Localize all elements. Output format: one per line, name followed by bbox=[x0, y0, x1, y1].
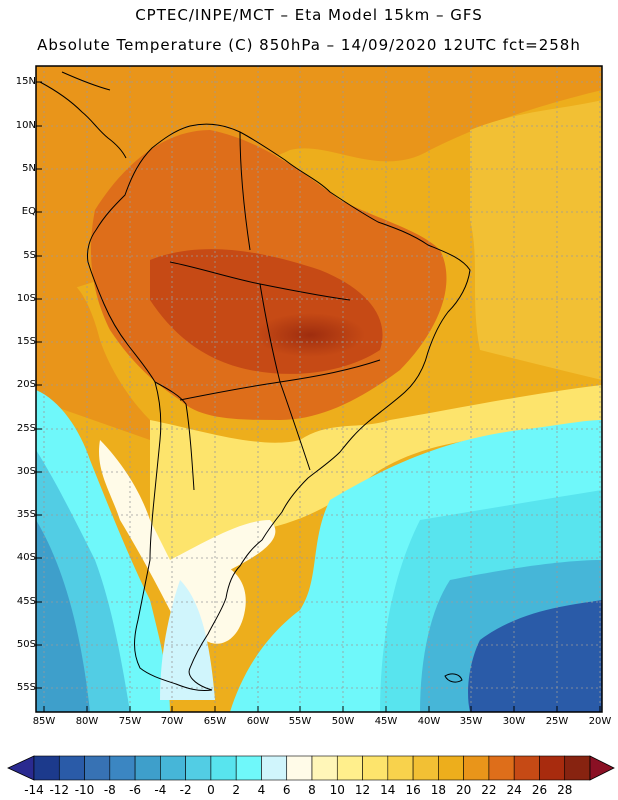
colorbar-swatch bbox=[488, 755, 515, 781]
colorbar-swatch bbox=[362, 755, 389, 781]
lon-label: 55W bbox=[288, 716, 312, 727]
field-orange-north bbox=[36, 66, 602, 300]
colorbar-label: 28 bbox=[557, 783, 573, 797]
lon-label: 85W bbox=[32, 716, 56, 727]
lat-label: 5N bbox=[22, 163, 36, 174]
colorbar-label: -4 bbox=[154, 783, 167, 797]
field-blue-pacific bbox=[36, 520, 90, 712]
lat-label: 45S bbox=[16, 596, 36, 607]
colorbar-label: 16 bbox=[405, 783, 421, 797]
lat-label: EQ bbox=[21, 206, 36, 217]
colorbar-swatch bbox=[311, 755, 338, 781]
lon-label: 70W bbox=[160, 716, 184, 727]
colorbar-label: -2 bbox=[179, 783, 192, 797]
colorbar-swatch bbox=[438, 755, 464, 781]
colorbar-label: 2 bbox=[232, 783, 240, 797]
colorbar-swatch bbox=[160, 755, 186, 781]
colorbar-label: 18 bbox=[430, 783, 446, 797]
colorbar-swatch bbox=[261, 755, 288, 781]
lon-label: 65W bbox=[203, 716, 227, 727]
lon-label: 30W bbox=[502, 716, 526, 727]
map-frame bbox=[35, 65, 603, 713]
lon-label: 25W bbox=[545, 716, 569, 727]
colorbar-label: -8 bbox=[103, 783, 116, 797]
lat-label: 50S bbox=[16, 639, 36, 650]
field-pacific-orange bbox=[36, 274, 150, 440]
lon-label: 20W bbox=[588, 716, 612, 727]
borders-interior bbox=[154, 131, 381, 491]
colorbar-label: 4 bbox=[257, 783, 266, 797]
lat-label: 15S bbox=[16, 336, 36, 347]
colorbar-label: -10 bbox=[74, 783, 95, 797]
colorbar-swatch bbox=[210, 755, 237, 781]
lon-label: 35W bbox=[459, 716, 483, 727]
colorbar-label: 20 bbox=[455, 783, 472, 797]
field-yellow-ne-ocean bbox=[470, 100, 602, 380]
colorbar-swatch bbox=[33, 755, 60, 781]
colorbar-swatch bbox=[84, 755, 111, 781]
axis-ticks bbox=[36, 81, 601, 712]
colorbar-swatch bbox=[286, 755, 313, 781]
chart-title-line2: Absolute Temperature (C) 850hPa – 14/09/… bbox=[37, 36, 581, 54]
colorbar-swatch bbox=[412, 755, 439, 781]
field-hot-max bbox=[255, 313, 365, 357]
central-america-outline bbox=[39, 71, 127, 159]
colorbar-label: 10 bbox=[329, 783, 345, 797]
colorbar-swatch bbox=[539, 755, 566, 781]
colorbar-swatch bbox=[513, 755, 540, 781]
south-america-outline bbox=[87, 123, 471, 691]
colorbar-label: -12 bbox=[49, 783, 70, 797]
colorbar-swatch bbox=[387, 755, 414, 781]
colorbar-label: 14 bbox=[380, 783, 396, 797]
colorbar-label: 26 bbox=[531, 783, 548, 797]
lat-label: 10S bbox=[16, 293, 36, 304]
colorbar-swatch bbox=[58, 755, 85, 781]
lat-label: 20S bbox=[16, 379, 36, 390]
colorbar-label: -14 bbox=[24, 783, 44, 797]
lat-label: 5S bbox=[23, 250, 36, 261]
colorbar-label: -6 bbox=[129, 783, 142, 797]
lon-label: 40W bbox=[417, 716, 441, 727]
colorbar-under-arrow bbox=[7, 755, 35, 781]
lat-label: 40S bbox=[16, 552, 36, 563]
colorbar-label: 24 bbox=[506, 783, 522, 797]
lat-label: 35S bbox=[16, 509, 36, 520]
colorbar-label: 22 bbox=[481, 783, 497, 797]
lon-label: 75W bbox=[118, 716, 142, 727]
lon-label: 45W bbox=[374, 716, 398, 727]
lat-label: 55S bbox=[16, 682, 36, 693]
lat-label: 15N bbox=[15, 76, 36, 87]
colorbar-over-arrow bbox=[589, 755, 615, 781]
colorbar bbox=[7, 755, 615, 781]
lat-label: 25S bbox=[16, 423, 36, 434]
falkland-islands bbox=[444, 673, 463, 683]
grid-lines bbox=[36, 66, 602, 712]
colorbar-swatch bbox=[185, 755, 212, 781]
lon-label: 50W bbox=[331, 716, 355, 727]
coastlines bbox=[39, 71, 471, 691]
colorbar-swatch bbox=[134, 755, 161, 781]
colorbar-swatch bbox=[336, 755, 363, 781]
lon-label: 60W bbox=[246, 716, 270, 727]
colorbar-swatch bbox=[109, 755, 136, 781]
field-patagonia-pale bbox=[160, 580, 215, 700]
field-deep-atlantic bbox=[468, 600, 602, 712]
lat-label: 10N bbox=[15, 120, 36, 131]
colorbar-label: 6 bbox=[282, 783, 291, 797]
colorbar-label: 8 bbox=[308, 783, 316, 797]
colorbar-swatch bbox=[235, 755, 262, 781]
chart-title-line1: CPTEC/INPE/MCT – Eta Model 15km – GFS bbox=[135, 6, 483, 24]
colorbar-swatch bbox=[463, 755, 490, 781]
colorbar-swatch bbox=[564, 755, 591, 781]
lon-label: 80W bbox=[75, 716, 99, 727]
colorbar-label: 0 bbox=[207, 783, 215, 797]
colorbar-label: 12 bbox=[354, 783, 371, 797]
lat-label: 30S bbox=[16, 466, 36, 477]
